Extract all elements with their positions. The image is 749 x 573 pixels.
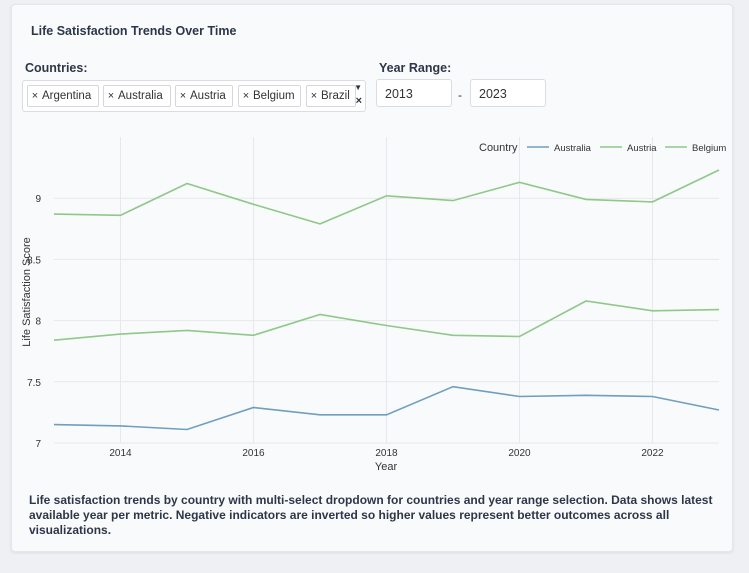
x-tick-label: 2016: [242, 448, 265, 459]
y-tick-label: 7.5: [27, 378, 41, 389]
remove-chip-icon[interactable]: ×: [310, 90, 318, 102]
chip-label: Australia: [118, 90, 163, 102]
chart-grid: [54, 137, 719, 444]
chart-legend: Country Australia Austria Belgium: [479, 142, 726, 154]
y-tick-label: 7: [35, 439, 41, 450]
x-tick-label: 2020: [508, 448, 531, 459]
year-range-label: Year Range:: [379, 61, 452, 75]
countries-multiselect[interactable]: × Argentina × Australia × Austria × Belgium …: [22, 80, 366, 112]
dashboard-card: Life Satisfaction Trends Over Time Count…: [11, 4, 733, 552]
line-chart: 2014 2016 2018 2020 2022 7 7.5 8 8.5 9 Country Aus…: [21, 137, 726, 473]
y-tick-label: 8: [35, 317, 41, 328]
chip-label: Belgium: [253, 90, 295, 102]
chip-argentina[interactable]: × Argentina: [27, 85, 99, 107]
y-axis-label: Life Satisfaction Score: [21, 237, 33, 346]
chip-belgium[interactable]: × Belgium: [238, 85, 301, 107]
y-tick-label: 8.5: [27, 255, 41, 266]
chip-label: Brazil: [321, 90, 350, 102]
remove-chip-icon[interactable]: ×: [179, 90, 187, 102]
y-tick-label: 9: [35, 194, 41, 205]
series-line-austria: [53, 169, 720, 225]
series-line-australia: [53, 385, 720, 431]
legend-title: Country: [479, 142, 518, 154]
page-title: Life Satisfaction Trends Over Time: [31, 24, 237, 38]
chip-australia[interactable]: × Australia: [103, 85, 171, 107]
series-line-belgium: [53, 300, 720, 341]
clear-all-icon[interactable]: ×: [355, 95, 362, 107]
chip-label: Austria: [190, 90, 226, 102]
x-axis-label: Year: [375, 461, 398, 473]
chart-series: [53, 169, 720, 431]
x-tick-label: 2018: [375, 448, 398, 459]
x-tick-label: 2022: [641, 448, 664, 459]
legend-item-belgium: Belgium: [692, 143, 726, 154]
year-end-input[interactable]: 2023: [470, 79, 546, 107]
dropdown-caret-icon[interactable]: ▼: [354, 83, 362, 92]
chart-ticks: 2014 2016 2018 2020 2022 7 7.5 8 8.5 9: [27, 194, 664, 459]
chip-label: Argentina: [42, 90, 92, 102]
remove-chip-icon[interactable]: ×: [107, 90, 115, 102]
remove-chip-icon[interactable]: ×: [31, 90, 39, 102]
countries-label: Countries:: [25, 61, 88, 75]
x-tick-label: 2014: [109, 448, 132, 459]
legend-item-australia: Australia: [554, 143, 592, 154]
year-range-separator: -: [458, 88, 462, 102]
legend-item-austria: Austria: [627, 143, 657, 154]
year-start-input[interactable]: 2013: [376, 79, 452, 107]
chip-austria[interactable]: × Austria: [175, 85, 233, 107]
remove-chip-icon[interactable]: ×: [242, 90, 250, 102]
chip-brazil[interactable]: × Brazil: [306, 85, 356, 107]
chart-caption: Life satisfaction trends by country with…: [29, 493, 713, 537]
